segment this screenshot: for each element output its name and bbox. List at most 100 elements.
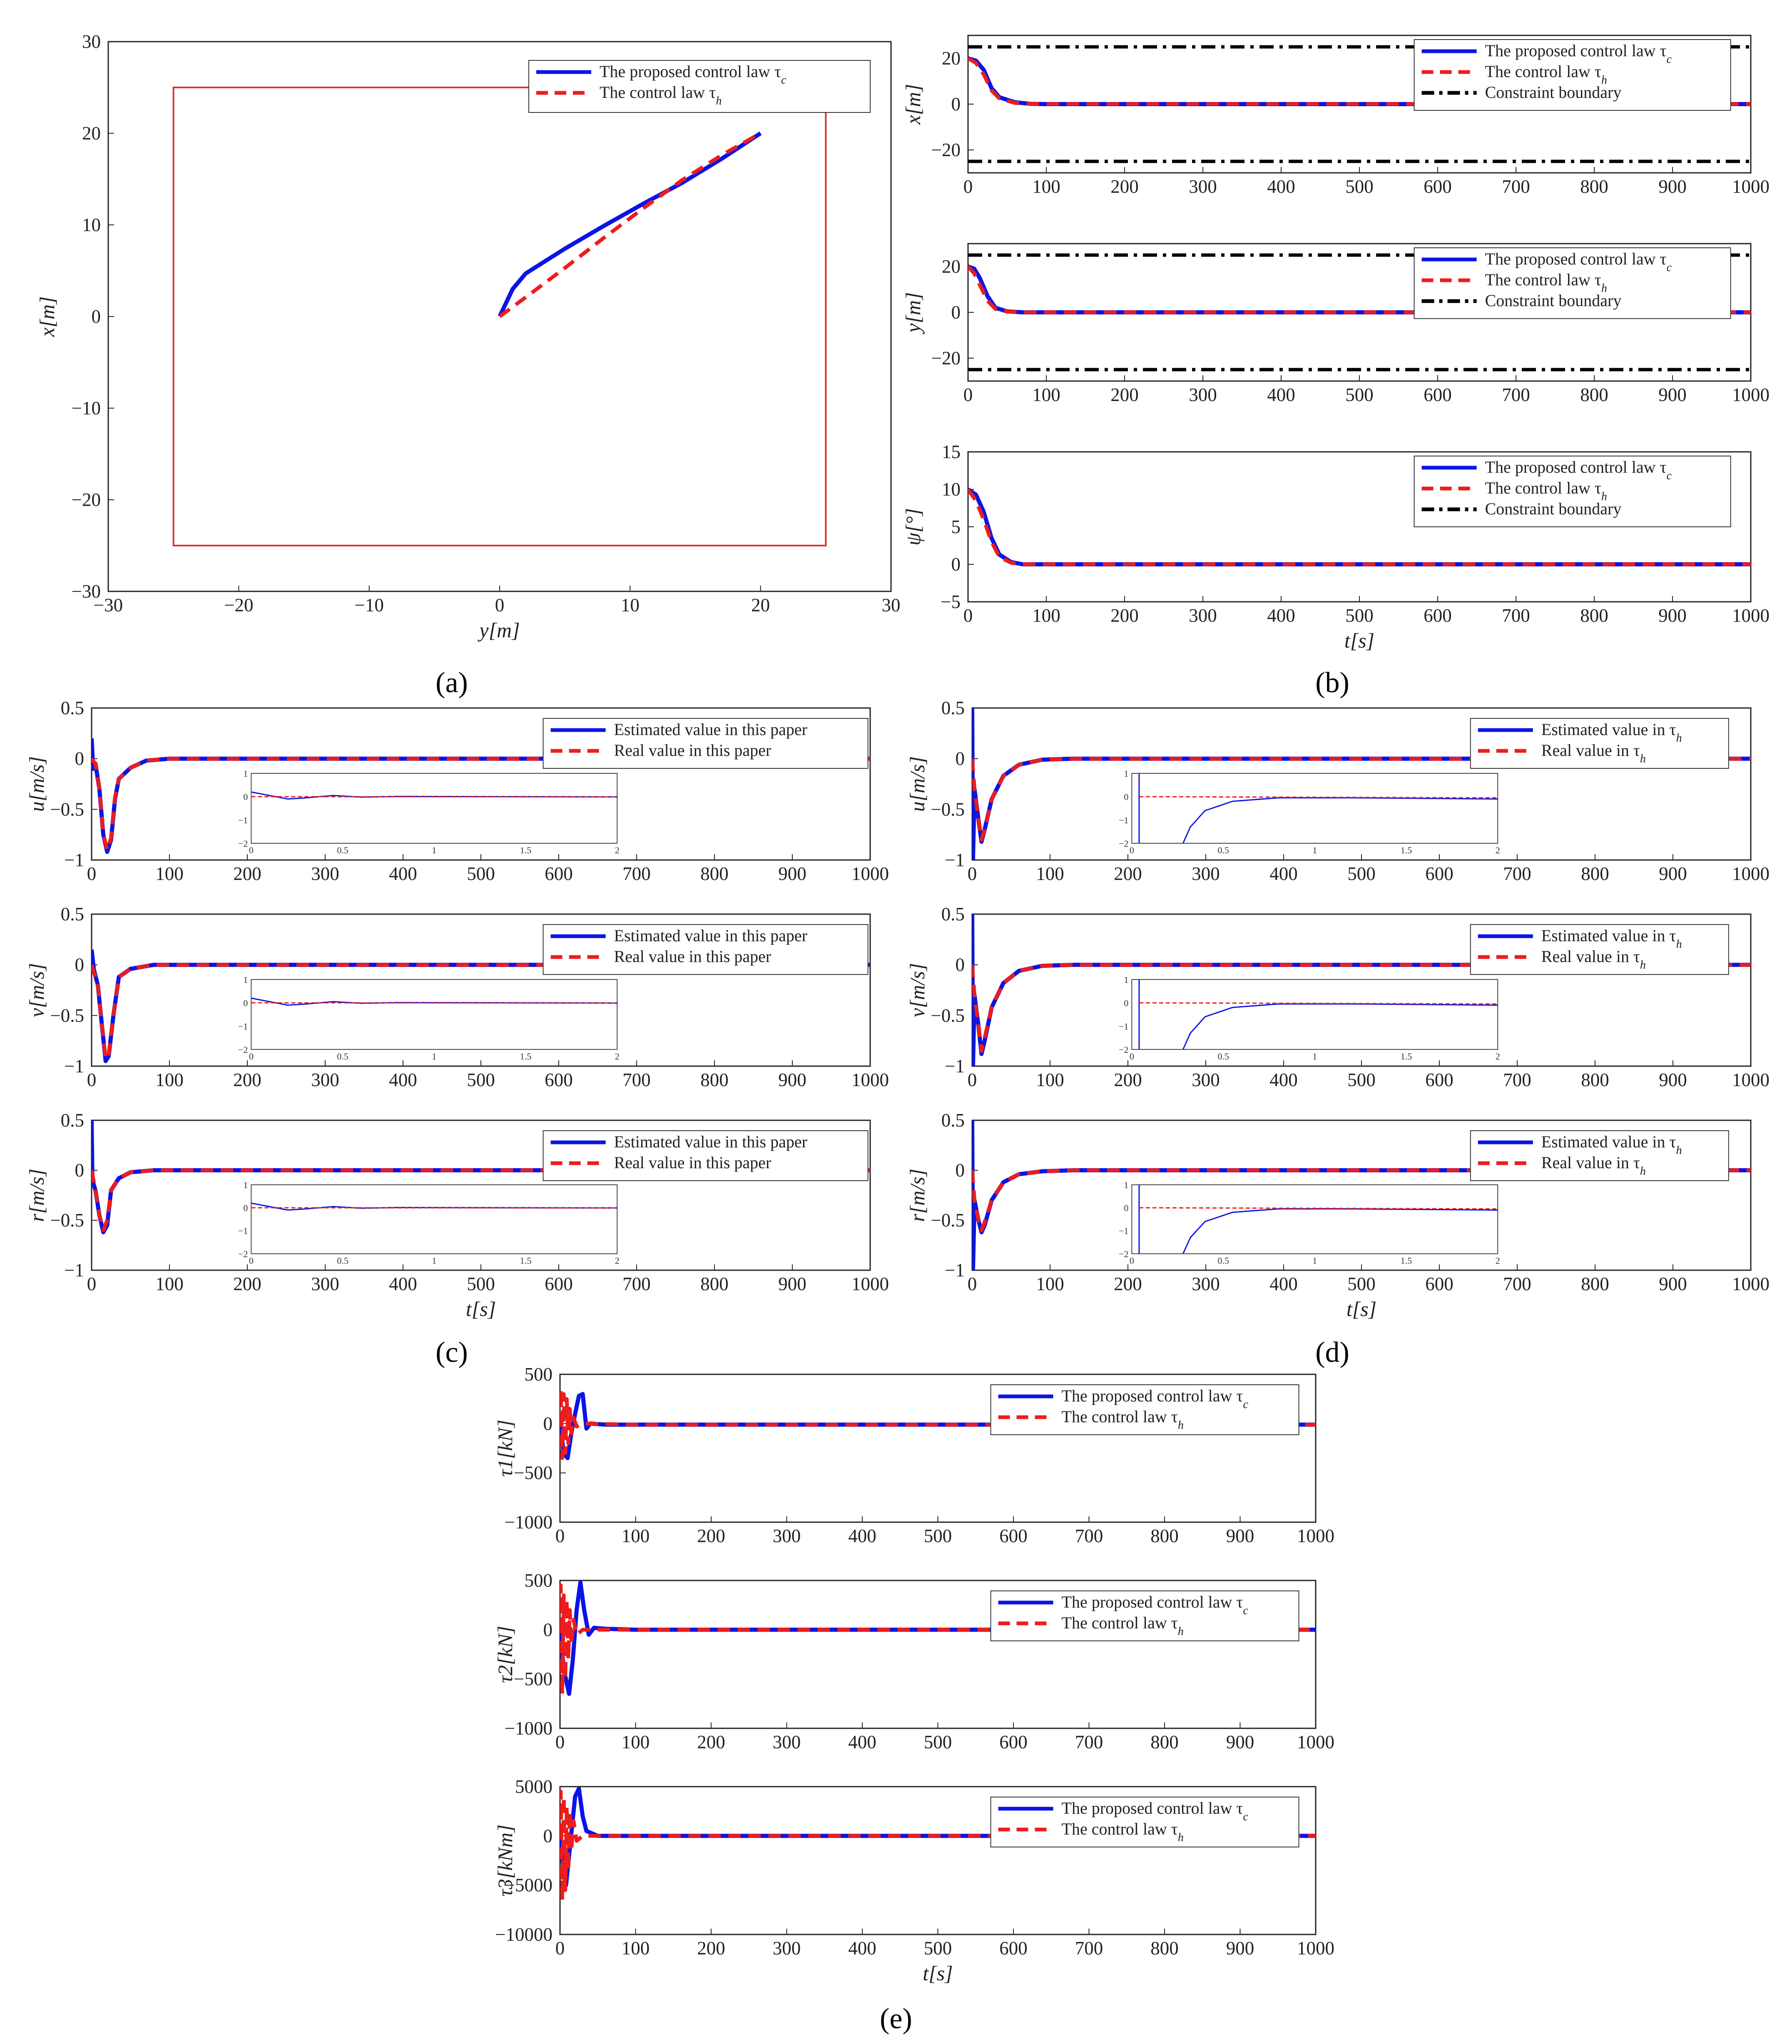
series-line-proposed	[560, 1580, 1316, 1696]
x-tick-label: 800	[1580, 384, 1608, 405]
legend: Estimated value in this paper Real value …	[543, 924, 869, 975]
chart-a-trajectory: −30 −20 −10 0 10 20 30 30 20 10 0 −10 −20 −30 x[m] y[m]…	[35, 31, 901, 642]
y-tick-labels: 500 0 −500 −1000	[505, 1570, 566, 1739]
inset-x-tick-label: 2	[1496, 1051, 1500, 1062]
x-tick-label: 1000	[1732, 384, 1770, 405]
inset-x-tick-label: 0	[1130, 1051, 1134, 1062]
y-tick-label: 0	[956, 748, 965, 769]
inset-estimated-line	[1182, 1208, 1498, 1254]
x-tick-label: 400	[1267, 384, 1295, 405]
y-tick-label: 0.5	[941, 698, 965, 718]
inset-y-tick-label: −1	[238, 1021, 248, 1032]
y-tick-label: −1	[945, 850, 965, 870]
x-tick-label: 900	[1226, 1526, 1254, 1546]
chart-d1-u-velocity: 0 100 200 300 400 500 600 700 800 900 10000.50−0.5…	[906, 698, 1770, 884]
x-tick-label: 200	[233, 863, 261, 884]
x-tick-label: 500	[1345, 384, 1374, 405]
y-tick-label: 0.5	[61, 698, 84, 718]
inset-frame	[251, 979, 618, 1050]
x-tick-label: 200	[697, 1938, 725, 1959]
x-tick-label: 500	[1345, 605, 1374, 626]
y-tick-label: −5	[941, 591, 961, 612]
legend-label: Real value in this paper	[614, 947, 772, 966]
x-tick-label: 300	[311, 1274, 339, 1294]
legend-box	[990, 1384, 1299, 1435]
x-tick-label: 0	[968, 1274, 977, 1294]
inset-x-tick-label: 0	[1130, 845, 1134, 855]
x-tick-label: 1000	[1297, 1526, 1334, 1546]
inset-frame	[1131, 773, 1498, 844]
x-tick-label: 700	[1075, 1526, 1103, 1546]
y-tick-label: 0	[951, 94, 961, 115]
inset-y-tick-label: 1	[243, 768, 248, 779]
x-tick-label: 0	[968, 1069, 977, 1090]
x-tick-label: 400	[848, 1938, 876, 1959]
y-axis-label: τ1[kN]	[493, 1420, 517, 1477]
inset-y-tick-label: 0	[1124, 998, 1128, 1008]
inset-x-tick-label: 2	[615, 1051, 620, 1062]
x-tick-label: 400	[1267, 605, 1295, 626]
x-tick-label: 500	[467, 1069, 495, 1090]
y-tick-label: 20	[82, 123, 101, 144]
y-tick-labels: 0.5 0 −0.5 −1	[931, 698, 978, 870]
x-tick-label: −10	[354, 595, 383, 616]
inset-y-tick-label: 0	[243, 792, 248, 802]
y-tick-label: −5000	[505, 1875, 553, 1896]
x-tick-label: 700	[622, 1069, 651, 1090]
inset-estimated-line	[1182, 1003, 1498, 1050]
x-tick-label: 200	[1110, 384, 1139, 405]
x-tick-label: 800	[1581, 1274, 1609, 1294]
x-tick-label: 600	[545, 1274, 573, 1294]
y-tick-label: −20	[72, 489, 101, 510]
x-tick-labels: 0 100 200 300 400 500 600 700 800 900 1000	[555, 1516, 1334, 1546]
x-tick-label: 900	[1659, 863, 1687, 884]
legend: Estimated value in this paper Real value …	[543, 1130, 869, 1181]
x-tick-label: 200	[233, 1069, 261, 1090]
y-axis-label: u[m/s]	[25, 756, 48, 812]
inset-frame	[251, 1184, 618, 1254]
y-tick-label: 0	[75, 748, 85, 769]
y-tick-label: 0	[543, 1413, 553, 1434]
y-tick-label: −1	[945, 1260, 965, 1281]
y-tick-label: 20	[942, 48, 961, 69]
x-tick-labels: 0 100 200 300 400 500 600 700 800 900 1000	[968, 854, 1770, 884]
x-tick-label: 100	[155, 863, 184, 884]
inset-y-tick-label: 1	[243, 1180, 248, 1190]
x-tick-label: 20	[751, 595, 770, 616]
inset-x-tick-label: 1	[1312, 1255, 1317, 1266]
y-tick-label: 5	[951, 516, 961, 537]
zoom-inset: 0 0.5 1 1.5 2 1 0 −1 −2	[1119, 768, 1500, 855]
y-tick-label: −10	[72, 398, 101, 419]
zoom-inset: 0 0.5 1 1.5 2 1 0 −1 −2	[238, 975, 620, 1062]
chart-b1-x-position: 0 100 200 300 400 500 600 700 800 900 1000200−20x[…	[901, 35, 1770, 197]
y-tick-label: −20	[931, 348, 961, 369]
y-axis-label: x[m]	[901, 84, 925, 125]
inset-y-tick-label: −1	[1119, 1021, 1128, 1032]
x-tick-label: 300	[1192, 1069, 1220, 1090]
x-tick-label: 200	[697, 1732, 725, 1752]
panel-label-c: (c)	[436, 1336, 468, 1368]
x-tick-label: 200	[697, 1526, 725, 1546]
x-tick-label: 0	[963, 176, 973, 197]
x-tick-label: 30	[882, 595, 901, 616]
x-tick-label: 1000	[1732, 176, 1770, 197]
y-axis-label: u[m/s]	[906, 756, 929, 812]
x-tick-label: 900	[1659, 1069, 1687, 1090]
y-axis-label: τ2[kN]	[493, 1626, 517, 1683]
y-axis-label: ψ[°]	[901, 508, 925, 546]
x-tick-label: 300	[773, 1732, 801, 1752]
y-tick-label: 10	[82, 214, 101, 235]
y-tick-label: −1000	[505, 1718, 553, 1739]
x-axis-label: y[m]	[477, 618, 520, 642]
x-tick-labels: 0 100 200 300 400 500 600 700 800 900 1000	[968, 1264, 1770, 1294]
inset-x-tick-label: 1.5	[520, 845, 532, 855]
x-tick-label: 800	[700, 863, 729, 884]
x-tick-label: 0	[87, 863, 97, 884]
legend-label: Estimated value in this paper	[614, 926, 807, 945]
x-tick-label: 900	[1658, 384, 1687, 405]
x-tick-label: 500	[1347, 1069, 1376, 1090]
x-tick-label: 400	[848, 1732, 876, 1752]
x-tick-label: 900	[1658, 176, 1687, 197]
